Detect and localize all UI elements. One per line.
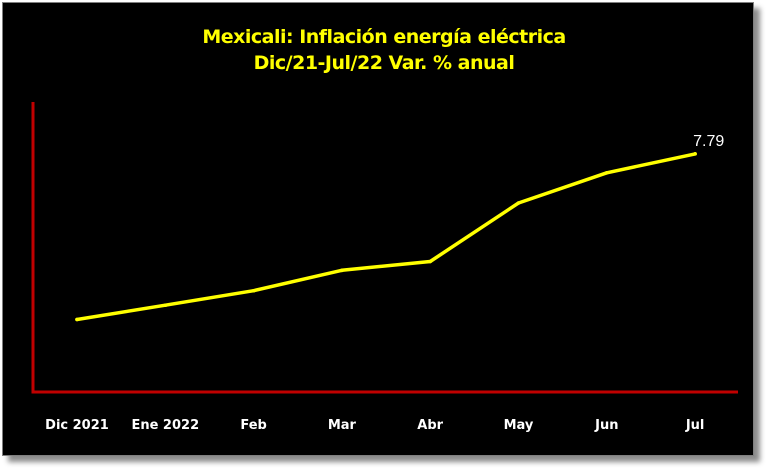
chart-frame (2, 2, 754, 456)
data-point (251, 288, 256, 293)
x-tick-label: Ene 2022 (131, 418, 199, 433)
data-point (693, 152, 697, 156)
data-point (516, 201, 521, 205)
chart-title: Mexicali: Inflación energía eléctrica (202, 26, 566, 48)
series-line-0 (75, 152, 697, 322)
data-point (428, 259, 433, 264)
chart-data-labels: 7.79 (693, 133, 724, 150)
x-tick-label: May (504, 418, 534, 433)
x-tick-label: Dic 2021 (45, 418, 109, 433)
data-point (163, 303, 168, 308)
data-label: 7.79 (693, 133, 724, 150)
chart-axes (31, 102, 738, 394)
data-point (605, 170, 609, 175)
x-tick-label: Jul (685, 418, 705, 433)
x-tick-label: Feb (240, 418, 266, 433)
x-tick-label: Mar (328, 418, 357, 433)
chart-subtitle: Dic/21-Jul/22 Var. % anual (253, 52, 515, 74)
chart-series (75, 152, 697, 322)
data-point (75, 317, 79, 322)
x-tick-label: Abr (417, 418, 443, 433)
x-tick-label: Jun (594, 418, 618, 433)
data-point (340, 268, 344, 273)
x-axis-tick-labels: Dic 2021 Ene 2022 Feb Mar Abr May Jun Jul (45, 418, 704, 433)
